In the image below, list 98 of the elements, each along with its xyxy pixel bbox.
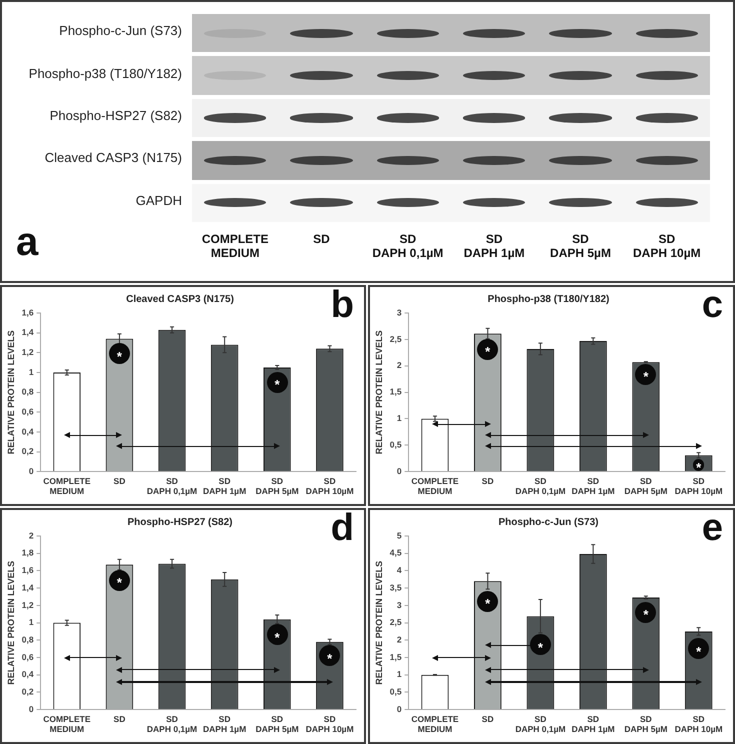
x-tick-label: SD DAPH 0,1µM xyxy=(515,476,566,496)
chart-title: Phospho-p38 (T180/Y182) xyxy=(488,294,610,305)
y-tick-label: 1 xyxy=(396,669,402,680)
annotation: * xyxy=(116,575,123,590)
x-tick-label: SD xyxy=(114,476,126,486)
y-tick-label: 1,6 xyxy=(22,565,34,576)
x-tick-label: SD DAPH 1µM xyxy=(572,714,615,734)
y-tick-label: 3,5 xyxy=(390,582,402,592)
y-tick-label: 4,5 xyxy=(390,548,402,558)
category-label: SD DAPH 0,1µM xyxy=(372,232,444,260)
y-tick-label: 0,5 xyxy=(390,440,402,450)
y-axis-title: RELATIVE PROTEIN LEVELS xyxy=(374,330,384,454)
y-axis-title: RELATIVE PROTEIN LEVELS xyxy=(6,560,16,685)
category-label: SD DAPH 10µM xyxy=(633,232,701,260)
category-label: SD DAPH 1µM xyxy=(464,232,525,260)
y-tick-label: 0,4 xyxy=(22,426,34,436)
category-label: SD xyxy=(313,232,330,246)
y-tick-label: 0,6 xyxy=(22,652,34,662)
y-tick-label: 0 xyxy=(28,704,34,714)
x-tick-label: SD xyxy=(482,476,494,486)
annotation: * xyxy=(695,460,702,475)
category-label: SD DAPH 5µM xyxy=(550,232,611,260)
y-tick-label: 2 xyxy=(396,360,402,370)
x-tick-label: COMPLETE MEDIUM xyxy=(43,714,91,734)
y-tick-label: 3 xyxy=(396,307,402,318)
chart-title: Phospho-c-Jun (S73) xyxy=(498,516,599,528)
y-tick-label: 2,5 xyxy=(390,334,402,344)
y-tick-label: 0,8 xyxy=(22,386,34,397)
x-tick-label: SD DAPH 10µM xyxy=(306,476,354,496)
category-label: Phospho-HSP27 (S82) xyxy=(50,108,182,123)
annotation: * xyxy=(116,348,123,364)
x-tick-label: SD DAPH 5µM xyxy=(256,476,299,496)
x-tick-label: SD DAPH 10µM xyxy=(674,714,723,734)
y-tick-label: 1 xyxy=(28,366,34,377)
annotation: * xyxy=(695,644,702,659)
y-tick-label: 1 xyxy=(396,413,402,424)
annotation: b xyxy=(330,284,354,326)
category-label: Phospho-c-Jun (S73) xyxy=(59,23,182,38)
text: a xyxy=(16,220,38,264)
annotation: c xyxy=(702,284,723,326)
category-label: Cleaved CASP3 (N175) xyxy=(44,150,182,166)
x-tick-label: SD DAPH 5µM xyxy=(624,714,668,734)
category-label: Phospho-p38 (T180/Y182) xyxy=(28,66,182,81)
x-tick-label: SD xyxy=(114,714,126,724)
chart-title: Cleaved CASP3 (N175) xyxy=(126,294,234,305)
x-tick-label: SD DAPH 0,1µM xyxy=(146,714,198,734)
x-tick-label: SD DAPH 1µM xyxy=(203,714,246,734)
annotation: * xyxy=(536,640,544,655)
y-tick-label: 1,5 xyxy=(390,386,402,397)
chart-title: Phospho-HSP27 (S82) xyxy=(127,516,233,528)
y-tick-label: 2,5 xyxy=(390,617,402,628)
annotation: * xyxy=(274,377,281,392)
y-tick-label: 1,2 xyxy=(22,600,34,610)
y-tick-label: 0 xyxy=(396,704,402,714)
y-tick-label: 0,2 xyxy=(22,686,34,697)
x-tick-label: COMPLETE MEDIUM xyxy=(411,714,459,734)
y-tick-label: 1,4 xyxy=(22,582,34,592)
annotation: * xyxy=(484,344,492,360)
annotation: * xyxy=(642,607,650,622)
category-label: COMPLETE MEDIUM xyxy=(200,232,270,260)
y-axis-title: RELATIVE PROTEIN LEVELS xyxy=(6,330,16,454)
annotation: * xyxy=(274,630,281,645)
x-tick-label: COMPLETE MEDIUM xyxy=(411,476,459,496)
y-tick-label: 3 xyxy=(396,600,402,610)
x-tick-label: SD DAPH 0,1µM xyxy=(146,476,198,496)
y-tick-label: 0,2 xyxy=(22,446,34,456)
y-tick-label: 5 xyxy=(396,530,402,540)
y-tick-label: 0,8 xyxy=(22,634,34,645)
y-tick-label: 1,4 xyxy=(22,327,34,338)
y-tick-label: 0 xyxy=(28,466,34,476)
y-tick-label: 2 xyxy=(28,530,34,540)
y-tick-label: 1,6 xyxy=(22,307,34,318)
annotation: * xyxy=(642,369,650,384)
y-tick-label: 4 xyxy=(396,565,402,576)
x-tick-label: SD DAPH 5µM xyxy=(624,476,668,496)
y-axis-title: RELATIVE PROTEIN LEVELS xyxy=(374,560,384,685)
y-tick-label: 1,5 xyxy=(390,652,402,662)
x-tick-label: SD xyxy=(482,714,494,724)
x-tick-label: SD DAPH 5µM xyxy=(256,714,299,734)
category-label: GAPDH xyxy=(136,192,182,208)
y-tick-label: 0,5 xyxy=(390,686,402,697)
x-tick-label: SD DAPH 1µM xyxy=(203,476,246,496)
y-tick-label: 0,4 xyxy=(22,669,34,680)
x-tick-label: SD DAPH 10µM xyxy=(306,714,354,734)
y-tick-label: 1,8 xyxy=(22,548,34,558)
annotation: d xyxy=(330,507,354,549)
y-tick-label: 1,2 xyxy=(22,346,34,357)
x-tick-label: SD DAPH 1µM xyxy=(572,476,615,496)
annotation: * xyxy=(484,596,492,612)
y-tick-label: 0,6 xyxy=(22,406,34,416)
annotation: e xyxy=(702,507,723,549)
x-tick-label: COMPLETE MEDIUM xyxy=(43,476,91,496)
x-tick-label: SD DAPH 10µM xyxy=(674,476,723,496)
x-tick-label: SD DAPH 0,1µM xyxy=(515,714,566,734)
y-tick-label: 1 xyxy=(28,617,34,628)
y-tick-label: 2 xyxy=(396,634,402,645)
annotation: * xyxy=(326,650,334,666)
y-tick-label: 0 xyxy=(396,466,402,476)
